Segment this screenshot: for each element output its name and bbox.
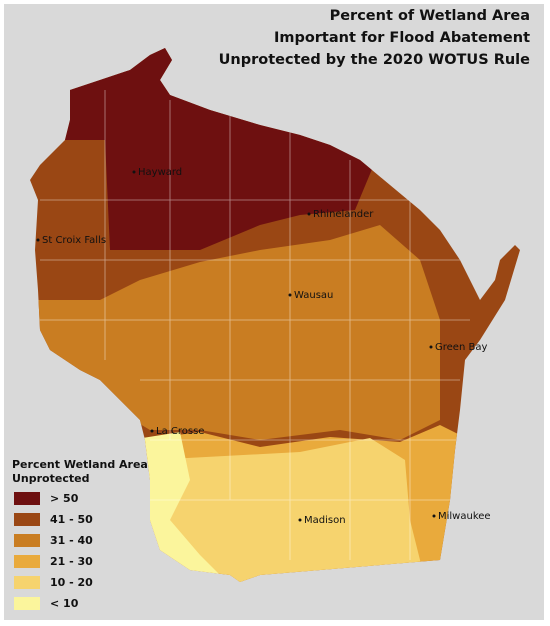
title-line: Percent of Wetland Area (330, 8, 530, 24)
city-dot (288, 293, 292, 297)
city-label: La Crosse (156, 426, 204, 437)
city-label: Milwaukee (438, 511, 491, 522)
legend-label: 10 - 20 (50, 576, 93, 589)
city-dot (132, 170, 136, 174)
legend-label: > 50 (50, 492, 79, 505)
legend-swatch (14, 597, 40, 610)
legend-title: Unprotected (12, 472, 89, 485)
city-label: St Croix Falls (42, 235, 106, 246)
city-dot (307, 212, 311, 216)
legend-swatch (14, 513, 40, 526)
city-label: Green Bay (435, 342, 487, 353)
zone (140, 438, 430, 582)
legend-label: 21 - 30 (50, 555, 93, 568)
legend-label: 41 - 50 (50, 513, 93, 526)
city-dot (429, 345, 433, 349)
zone (60, 48, 380, 250)
city-label: Rhinelander (313, 209, 374, 220)
title-line: Important for Flood Abatement (274, 30, 530, 46)
legend-swatch (14, 555, 40, 568)
legend: Percent Wetland Area Unprotected > 50 41 … (12, 458, 148, 610)
legend-swatch (14, 576, 40, 589)
title-line: Unprotected by the 2020 WOTUS Rule (219, 52, 530, 68)
city-dot (36, 238, 40, 242)
city-dot (150, 429, 154, 433)
city-label: Wausau (294, 290, 333, 301)
legend-label: 31 - 40 (50, 534, 93, 547)
city-label: Madison (304, 515, 346, 526)
legend-swatch (14, 534, 40, 547)
city-dot (298, 518, 302, 522)
legend-title: Percent Wetland Area (12, 458, 148, 471)
city-dot (432, 514, 436, 518)
legend-label: < 10 (50, 597, 79, 610)
cities: Hayward Rhinelander St Croix Falls Wausa… (36, 167, 491, 526)
city-label: Hayward (138, 167, 182, 178)
legend-swatch (14, 492, 40, 505)
